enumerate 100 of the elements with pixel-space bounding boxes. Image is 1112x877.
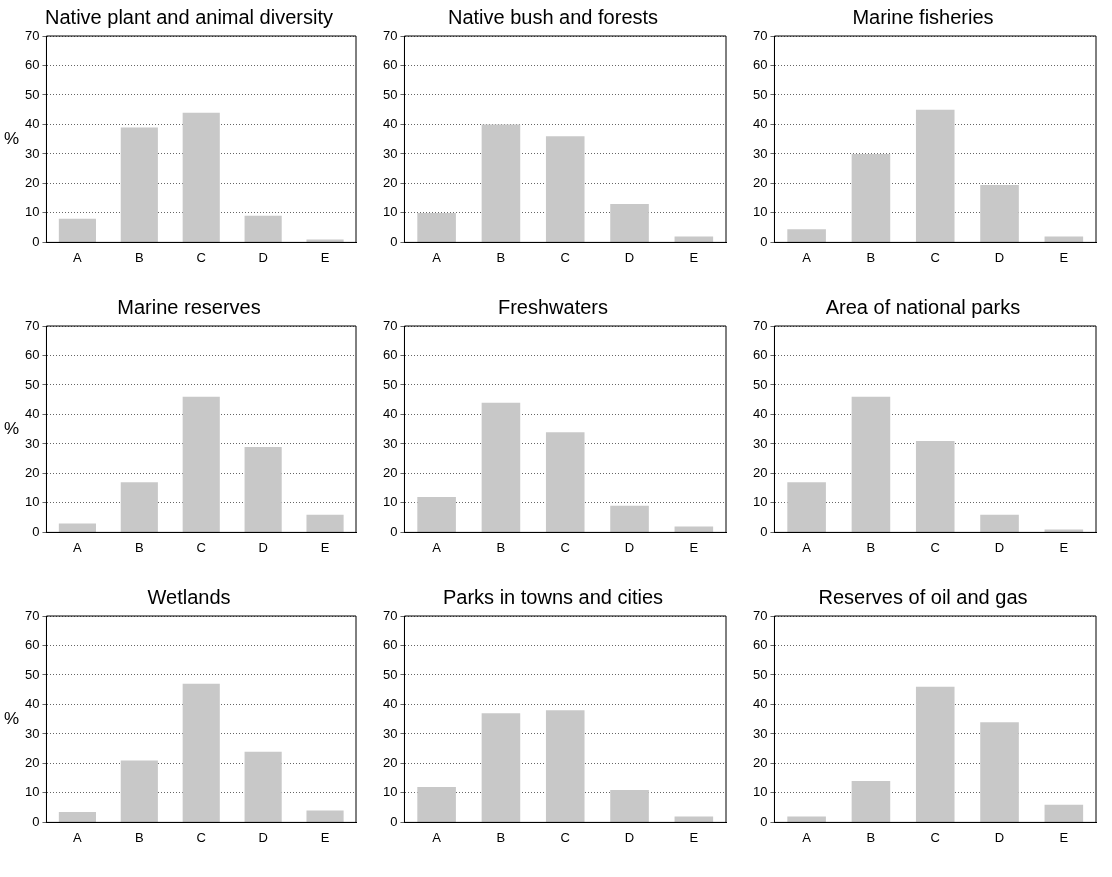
x-tick-label: A bbox=[432, 249, 442, 265]
x-tick-label: B bbox=[866, 539, 876, 555]
x-tick-label: A bbox=[802, 539, 812, 555]
y-tick-label: 10 bbox=[752, 204, 768, 220]
bar bbox=[306, 239, 344, 242]
bar bbox=[306, 810, 344, 822]
x-tick-label: E bbox=[1059, 829, 1069, 845]
y-tick-label: 60 bbox=[382, 637, 398, 653]
x-tick-label: C bbox=[560, 539, 570, 555]
bar bbox=[120, 127, 158, 242]
bar bbox=[182, 683, 220, 822]
chart-title: Wetlands bbox=[147, 585, 231, 608]
bar bbox=[244, 215, 282, 242]
y-tick-label: 50 bbox=[752, 376, 768, 392]
y-tick-label: 60 bbox=[24, 637, 40, 653]
y-tick-label: 60 bbox=[752, 637, 768, 653]
y-tick-label: 60 bbox=[752, 347, 768, 363]
x-tick-label: D bbox=[994, 249, 1005, 265]
y-tick-label: 70 bbox=[752, 317, 768, 333]
x-tick-label: B bbox=[496, 829, 506, 845]
x-tick-label: D bbox=[624, 539, 635, 555]
y-tick-label: 10 bbox=[382, 784, 398, 800]
bar bbox=[1044, 804, 1084, 822]
y-tick-label: 0 bbox=[32, 523, 40, 539]
bar bbox=[545, 432, 585, 532]
y-tick-label: 70 bbox=[24, 607, 40, 623]
bar bbox=[306, 514, 344, 532]
y-tick-label: 40 bbox=[24, 696, 40, 712]
y-tick-label: 70 bbox=[752, 607, 768, 623]
bar bbox=[58, 523, 96, 532]
bar bbox=[674, 816, 714, 822]
y-tick-label: 0 bbox=[32, 813, 40, 829]
bar bbox=[417, 212, 456, 242]
bar bbox=[851, 781, 891, 822]
x-tick-label: C bbox=[560, 829, 570, 845]
bar bbox=[915, 109, 955, 242]
x-tick-label: D bbox=[624, 829, 635, 845]
x-tick-label: E bbox=[689, 249, 699, 265]
bar bbox=[674, 526, 714, 532]
bar bbox=[787, 482, 826, 532]
y-tick-label: 30 bbox=[382, 725, 398, 741]
y-tick-label: 50 bbox=[382, 86, 398, 102]
bar bbox=[1044, 236, 1084, 242]
y-tick-label: 70 bbox=[382, 317, 398, 333]
y-tick-label: 50 bbox=[382, 376, 398, 392]
bar bbox=[182, 396, 220, 532]
x-tick-label: D bbox=[994, 539, 1005, 555]
x-tick-label: B bbox=[134, 539, 144, 555]
y-tick-label: 60 bbox=[382, 57, 398, 73]
y-tick-label: 40 bbox=[382, 406, 398, 422]
bar bbox=[915, 440, 955, 532]
y-tick-label: 70 bbox=[752, 27, 768, 43]
x-tick-label: C bbox=[560, 249, 570, 265]
y-tick-label: 70 bbox=[24, 27, 40, 43]
y-tick-label: 10 bbox=[752, 494, 768, 510]
chart-title: Marine fisheries bbox=[852, 5, 994, 28]
bar bbox=[674, 236, 714, 242]
bar bbox=[481, 713, 521, 822]
y-tick-label: 50 bbox=[24, 86, 40, 102]
y-tick-label: 60 bbox=[382, 347, 398, 363]
bar bbox=[120, 482, 158, 532]
bar bbox=[980, 514, 1019, 532]
bar bbox=[120, 760, 158, 822]
y-tick-label: 20 bbox=[382, 465, 398, 481]
y-tick-label: 10 bbox=[752, 784, 768, 800]
y-tick-label: 0 bbox=[760, 813, 768, 829]
y-tick-label: 70 bbox=[24, 317, 40, 333]
x-tick-label: A bbox=[73, 829, 83, 845]
y-tick-label: 70 bbox=[382, 607, 398, 623]
y-tick-label: 0 bbox=[760, 233, 768, 249]
bar bbox=[417, 787, 456, 822]
y-tick-label: 30 bbox=[752, 145, 768, 161]
chart-title: Parks in towns and cities bbox=[442, 585, 664, 608]
y-tick-label: 20 bbox=[382, 755, 398, 771]
x-tick-label: D bbox=[258, 249, 268, 265]
chart-title: Reserves of oil and gas bbox=[818, 585, 1028, 608]
bar bbox=[417, 497, 456, 532]
bar bbox=[182, 112, 220, 242]
bar bbox=[545, 710, 585, 822]
bar bbox=[1044, 529, 1084, 532]
y-tick-label: 50 bbox=[752, 666, 768, 682]
y-tick-label: 0 bbox=[390, 233, 398, 249]
bar bbox=[58, 812, 96, 822]
y-tick-label: 10 bbox=[24, 494, 40, 510]
y-tick-label: 30 bbox=[24, 725, 40, 741]
x-tick-label: E bbox=[320, 829, 330, 845]
y-tick-label: 10 bbox=[24, 204, 40, 220]
x-tick-label: C bbox=[930, 249, 940, 265]
y-tick-label: 40 bbox=[752, 696, 768, 712]
chart-title: Marine reserves bbox=[117, 295, 261, 318]
y-tick-label: 20 bbox=[382, 175, 398, 191]
y-tick-label: 40 bbox=[752, 116, 768, 132]
chart-title: Native plant and animal diversity bbox=[45, 5, 333, 28]
x-tick-label: B bbox=[134, 249, 144, 265]
y-tick-label: 0 bbox=[390, 813, 398, 829]
y-tick-label: 40 bbox=[382, 696, 398, 712]
y-tick-label: 60 bbox=[752, 57, 768, 73]
bar bbox=[787, 816, 826, 822]
bar bbox=[915, 686, 955, 822]
y-tick-label: 50 bbox=[752, 86, 768, 102]
